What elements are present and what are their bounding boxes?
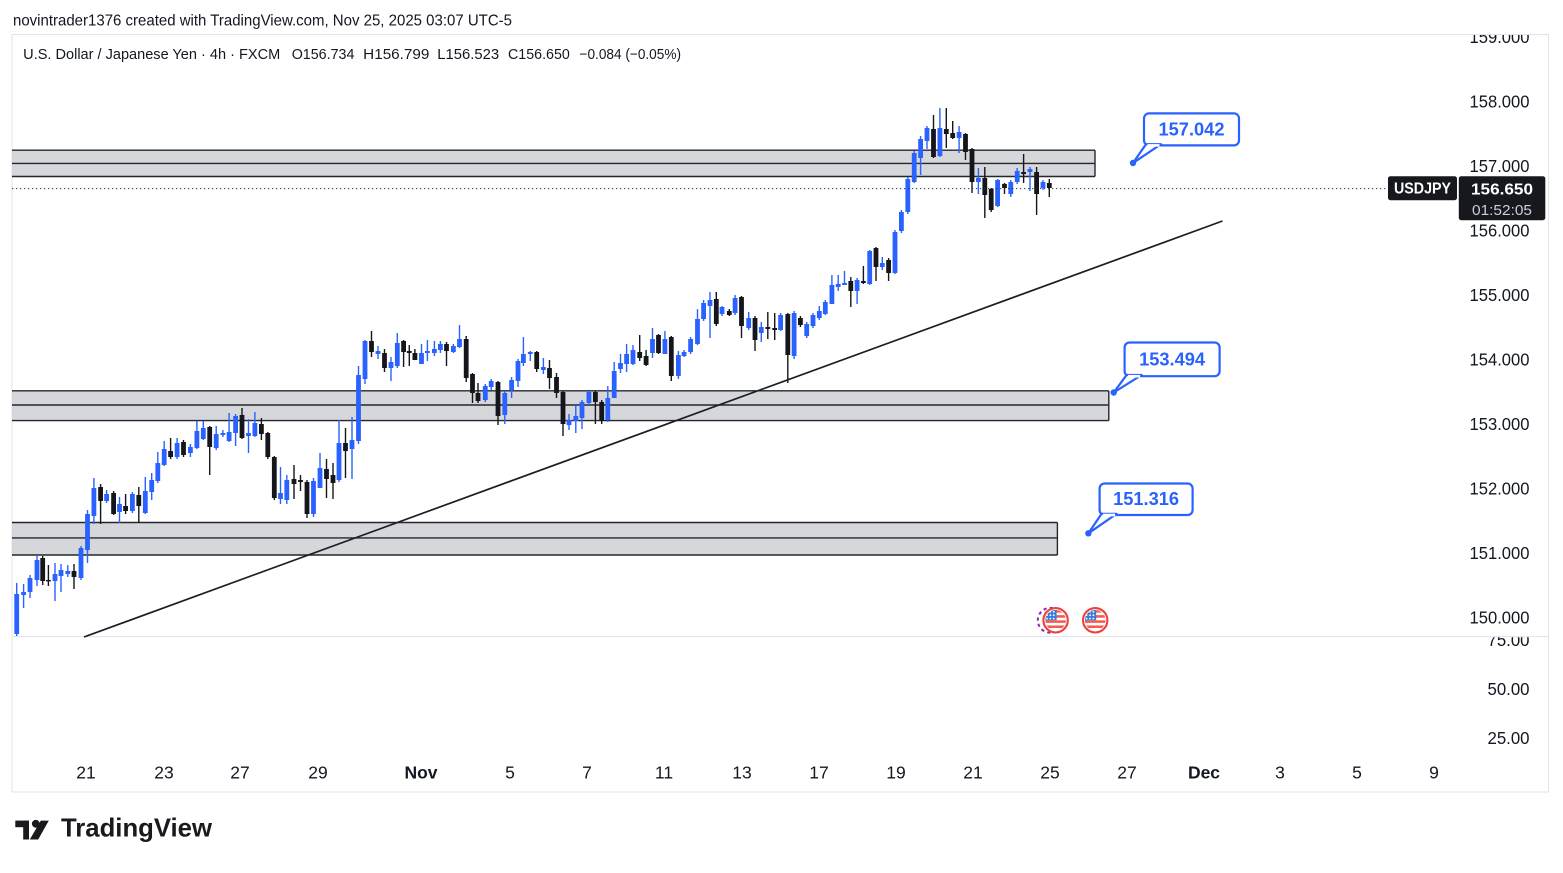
- svg-text:01:52:05: 01:52:05: [1472, 203, 1532, 219]
- svg-text:9: 9: [1429, 762, 1439, 782]
- svg-text:13: 13: [732, 762, 751, 782]
- svg-text:−0.084 (−0.05%): −0.084 (−0.05%): [580, 47, 682, 63]
- svg-text:153.000: 153.000: [1470, 414, 1530, 434]
- svg-text:158.000: 158.000: [1470, 92, 1530, 112]
- svg-text:29: 29: [308, 762, 327, 782]
- svg-text:H156.799: H156.799: [363, 47, 429, 63]
- svg-text:21: 21: [963, 762, 982, 782]
- svg-text:157.000: 157.000: [1470, 156, 1530, 176]
- svg-text:7: 7: [582, 762, 592, 782]
- svg-text:153.494: 153.494: [1139, 349, 1205, 369]
- svg-text:C156.650: C156.650: [508, 47, 570, 63]
- svg-text:151.316: 151.316: [1113, 489, 1179, 509]
- svg-text:TradingView: TradingView: [61, 813, 213, 843]
- svg-text:157.042: 157.042: [1159, 119, 1225, 139]
- svg-text:152.000: 152.000: [1470, 479, 1530, 499]
- svg-text:novintrader1376 created with T: novintrader1376 created with TradingView…: [13, 13, 512, 30]
- svg-text:U.S. Dollar / Japanese Yen · 4: U.S. Dollar / Japanese Yen · 4h · FXCM: [23, 47, 280, 63]
- svg-text:Dec: Dec: [1188, 762, 1220, 782]
- svg-text:156.650: 156.650: [1471, 181, 1533, 198]
- svg-text:156.000: 156.000: [1470, 221, 1530, 241]
- svg-text:17: 17: [809, 762, 828, 782]
- svg-text:O156.734: O156.734: [292, 47, 355, 63]
- svg-text:151.000: 151.000: [1470, 543, 1530, 563]
- svg-text:27: 27: [230, 762, 249, 782]
- svg-text:5: 5: [505, 762, 515, 782]
- svg-text:25.00: 25.00: [1488, 728, 1530, 748]
- svg-text:154.000: 154.000: [1470, 350, 1530, 370]
- svg-text:25: 25: [1040, 762, 1059, 782]
- svg-text:27: 27: [1117, 762, 1136, 782]
- svg-text:5: 5: [1352, 762, 1362, 782]
- svg-text:159.000: 159.000: [1470, 27, 1530, 47]
- svg-text:19: 19: [886, 762, 905, 782]
- svg-text:75.00: 75.00: [1488, 630, 1530, 650]
- svg-text:11: 11: [655, 762, 673, 782]
- svg-text:21: 21: [76, 762, 95, 782]
- svg-text:Nov: Nov: [404, 762, 437, 782]
- svg-text:USDJPY: USDJPY: [1394, 181, 1452, 198]
- svg-text:50.00: 50.00: [1488, 679, 1530, 699]
- svg-text:155.000: 155.000: [1470, 285, 1530, 305]
- svg-text:150.000: 150.000: [1470, 608, 1530, 628]
- svg-text:23: 23: [154, 762, 173, 782]
- svg-text:L156.523: L156.523: [437, 47, 499, 63]
- svg-text:3: 3: [1275, 762, 1285, 782]
